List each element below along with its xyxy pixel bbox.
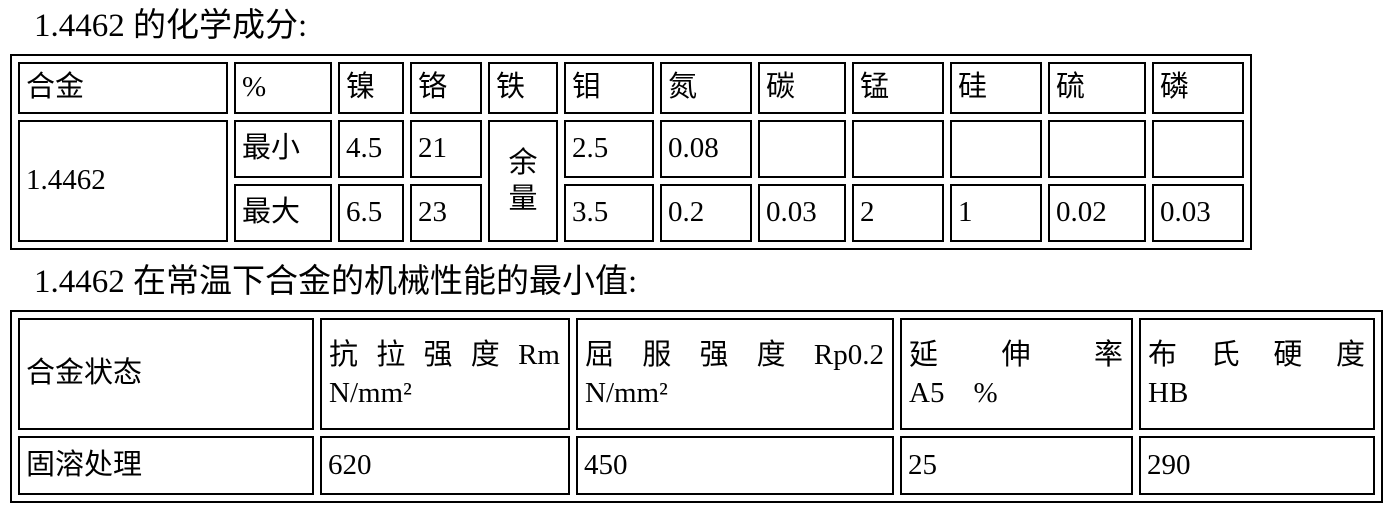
chem-header-percent: % <box>234 62 332 114</box>
mech-header-tensile-strength: 抗拉强度 Rm N/mm² <box>320 318 570 430</box>
chem-header-ni: 镍 <box>338 62 404 114</box>
chem-max-c: 0.03 <box>758 184 846 242</box>
chem-min-mo: 2.5 <box>564 120 654 178</box>
mech-header-brinell-hardness-line1: 布氏硬度 <box>1148 339 1365 371</box>
chem-min-p <box>1152 120 1244 178</box>
chem-max-mo: 3.5 <box>564 184 654 242</box>
chem-header-mo: 钼 <box>564 62 654 114</box>
mech-cell-a5: 25 <box>900 436 1133 495</box>
chem-max-s: 0.02 <box>1048 184 1146 242</box>
chem-min-s <box>1048 120 1146 178</box>
chem-max-label: 最大 <box>234 184 332 242</box>
chem-cell-iron-balance: 余 量 <box>488 120 558 242</box>
chem-max-p: 0.03 <box>1152 184 1244 242</box>
chem-header-alloy: 合金 <box>18 62 228 114</box>
mech-header-elongation-line2: A5 % <box>909 377 998 409</box>
mech-header-brinell-hardness-line2: HB <box>1148 377 1189 409</box>
mech-header-yield-strength-line2: N/mm² <box>585 377 668 409</box>
chem-header-p: 磷 <box>1152 62 1244 114</box>
chem-header-c: 碳 <box>758 62 846 114</box>
mech-header-yield-strength: 屈服强度 Rp0.2 N/mm² <box>576 318 894 430</box>
chem-min-cr: 21 <box>410 120 482 178</box>
chem-max-n: 0.2 <box>660 184 752 242</box>
chem-max-mn: 2 <box>852 184 944 242</box>
chem-header-mn: 锰 <box>852 62 944 114</box>
chem-header-fe: 铁 <box>488 62 558 114</box>
chem-max-ni: 6.5 <box>338 184 404 242</box>
chem-min-si <box>950 120 1042 178</box>
chem-header-si: 硅 <box>950 62 1042 114</box>
chem-max-cr: 23 <box>410 184 482 242</box>
chem-header-s: 硫 <box>1048 62 1146 114</box>
mech-cell-rm: 620 <box>320 436 570 495</box>
mech-header-tensile-strength-line1: 抗拉强度 Rm <box>329 339 560 371</box>
chem-header-n: 氮 <box>660 62 752 114</box>
mech-header-tensile-strength-line2: N/mm² <box>329 377 412 409</box>
chem-min-label: 最小 <box>234 120 332 178</box>
mech-properties-table: 合金状态 抗拉强度 Rm N/mm² 屈服强度 Rp0.2 N/mm² 延伸率 A5… <box>10 310 1383 503</box>
mech-cell-hb: 290 <box>1139 436 1375 495</box>
mech-header-elongation: 延伸率 A5 % <box>900 318 1133 430</box>
chem-min-ni: 4.5 <box>338 120 404 178</box>
mech-header-elongation-line1: 延伸率 <box>909 339 1123 371</box>
chem-min-mn <box>852 120 944 178</box>
mech-header-yield-strength-line1: 屈服强度 Rp0.2 <box>585 339 884 371</box>
chem-min-c <box>758 120 846 178</box>
mech-cell-rp02: 450 <box>576 436 894 495</box>
chem-max-si: 1 <box>950 184 1042 242</box>
chem-composition-table: 合金 % 镍 铬 铁 钼 氮 碳 锰 硅 硫 磷 1.4462 余 量 最小 4… <box>10 54 1252 250</box>
mech-header-brinell-hardness: 布氏硬度 HB <box>1139 318 1375 430</box>
chem-header-cr: 铬 <box>410 62 482 114</box>
mech-header-alloy-state: 合金状态 <box>18 318 314 430</box>
chem-table-title: 1.4462 的化学成分: <box>34 8 308 44</box>
chem-min-n: 0.08 <box>660 120 752 178</box>
mech-table-title: 1.4462 在常温下合金的机械性能的最小值: <box>34 264 638 300</box>
mech-cell-alloy-state: 固溶处理 <box>18 436 314 495</box>
chem-cell-alloy-name: 1.4462 <box>18 120 228 242</box>
